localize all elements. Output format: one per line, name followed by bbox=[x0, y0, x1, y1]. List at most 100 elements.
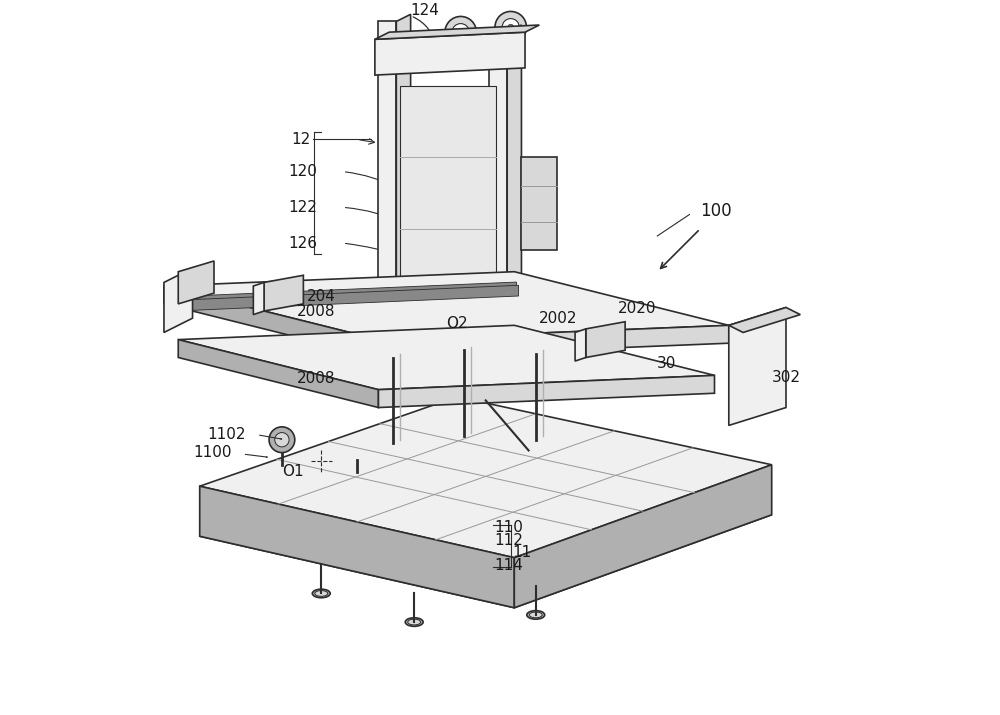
Circle shape bbox=[765, 365, 771, 371]
Polygon shape bbox=[182, 282, 516, 307]
Circle shape bbox=[495, 11, 526, 43]
Ellipse shape bbox=[350, 472, 364, 479]
Text: 1102: 1102 bbox=[208, 428, 246, 442]
FancyArrowPatch shape bbox=[345, 207, 403, 224]
FancyArrowPatch shape bbox=[360, 379, 396, 383]
Polygon shape bbox=[164, 286, 378, 358]
Text: 2020: 2020 bbox=[618, 302, 656, 316]
FancyArrowPatch shape bbox=[413, 17, 435, 46]
Circle shape bbox=[737, 383, 742, 389]
Polygon shape bbox=[178, 325, 714, 390]
Ellipse shape bbox=[315, 591, 328, 596]
FancyArrowPatch shape bbox=[260, 435, 282, 439]
Circle shape bbox=[458, 29, 464, 35]
Circle shape bbox=[751, 365, 757, 371]
Polygon shape bbox=[586, 322, 625, 358]
Ellipse shape bbox=[720, 503, 738, 513]
Text: 120: 120 bbox=[289, 164, 318, 179]
Circle shape bbox=[765, 383, 771, 389]
Polygon shape bbox=[375, 25, 539, 39]
Polygon shape bbox=[164, 272, 729, 340]
Text: 100: 100 bbox=[700, 202, 732, 220]
Text: 302: 302 bbox=[772, 370, 801, 385]
Circle shape bbox=[752, 359, 763, 370]
Polygon shape bbox=[253, 282, 264, 315]
Circle shape bbox=[318, 458, 324, 464]
Circle shape bbox=[737, 330, 742, 335]
Circle shape bbox=[475, 325, 482, 332]
Circle shape bbox=[502, 19, 519, 36]
Polygon shape bbox=[378, 375, 714, 408]
Text: 2002: 2002 bbox=[539, 311, 578, 325]
Polygon shape bbox=[200, 397, 772, 558]
Circle shape bbox=[751, 330, 757, 335]
Polygon shape bbox=[400, 86, 496, 358]
Polygon shape bbox=[378, 325, 729, 358]
Circle shape bbox=[737, 347, 742, 353]
Polygon shape bbox=[729, 307, 800, 332]
Text: 110: 110 bbox=[494, 521, 523, 535]
Circle shape bbox=[350, 440, 364, 454]
Ellipse shape bbox=[408, 619, 421, 625]
Polygon shape bbox=[375, 32, 525, 75]
Circle shape bbox=[752, 337, 763, 349]
FancyArrowPatch shape bbox=[345, 243, 403, 256]
Polygon shape bbox=[507, 25, 521, 379]
Text: 11: 11 bbox=[512, 546, 531, 560]
Polygon shape bbox=[489, 32, 507, 379]
FancyArrowPatch shape bbox=[360, 312, 410, 319]
Circle shape bbox=[572, 337, 589, 354]
Circle shape bbox=[751, 383, 757, 389]
Circle shape bbox=[344, 434, 370, 460]
Polygon shape bbox=[193, 285, 519, 310]
Ellipse shape bbox=[527, 611, 545, 619]
FancyArrowPatch shape bbox=[496, 547, 508, 556]
Polygon shape bbox=[264, 275, 303, 311]
Text: 2008: 2008 bbox=[297, 304, 336, 318]
Circle shape bbox=[275, 433, 289, 447]
Polygon shape bbox=[378, 21, 396, 372]
Polygon shape bbox=[575, 329, 586, 361]
FancyArrowPatch shape bbox=[245, 454, 267, 458]
Circle shape bbox=[751, 347, 757, 353]
Circle shape bbox=[445, 16, 476, 48]
Text: 112: 112 bbox=[494, 533, 523, 548]
Polygon shape bbox=[178, 340, 378, 408]
Text: O2: O2 bbox=[446, 316, 468, 330]
Polygon shape bbox=[521, 157, 557, 250]
Circle shape bbox=[576, 340, 586, 350]
FancyArrowPatch shape bbox=[768, 383, 775, 387]
FancyArrowPatch shape bbox=[646, 368, 660, 373]
Circle shape bbox=[452, 24, 469, 41]
Circle shape bbox=[250, 292, 268, 309]
Ellipse shape bbox=[529, 612, 542, 618]
Polygon shape bbox=[200, 486, 514, 608]
Circle shape bbox=[752, 380, 763, 392]
Polygon shape bbox=[178, 261, 214, 304]
Text: 126: 126 bbox=[289, 236, 318, 250]
Circle shape bbox=[765, 347, 771, 353]
FancyArrowPatch shape bbox=[610, 316, 630, 328]
Text: 124: 124 bbox=[411, 4, 439, 18]
Circle shape bbox=[765, 330, 771, 335]
Ellipse shape bbox=[405, 618, 423, 626]
Circle shape bbox=[508, 24, 514, 30]
Text: 204: 204 bbox=[307, 290, 336, 304]
FancyArrowPatch shape bbox=[345, 172, 396, 187]
Polygon shape bbox=[396, 14, 411, 372]
Polygon shape bbox=[514, 465, 772, 608]
FancyArrowPatch shape bbox=[518, 322, 537, 328]
Text: 122: 122 bbox=[289, 200, 318, 214]
Text: 1100: 1100 bbox=[193, 445, 232, 460]
Text: 12: 12 bbox=[291, 132, 311, 147]
Ellipse shape bbox=[275, 465, 289, 472]
Text: O1: O1 bbox=[282, 465, 303, 479]
Polygon shape bbox=[729, 307, 786, 425]
Ellipse shape bbox=[312, 589, 330, 598]
Text: 114: 114 bbox=[494, 558, 523, 573]
Circle shape bbox=[254, 295, 264, 305]
Text: 30: 30 bbox=[657, 356, 677, 370]
Polygon shape bbox=[164, 268, 193, 332]
Text: 2008: 2008 bbox=[297, 372, 336, 386]
Circle shape bbox=[737, 365, 742, 371]
